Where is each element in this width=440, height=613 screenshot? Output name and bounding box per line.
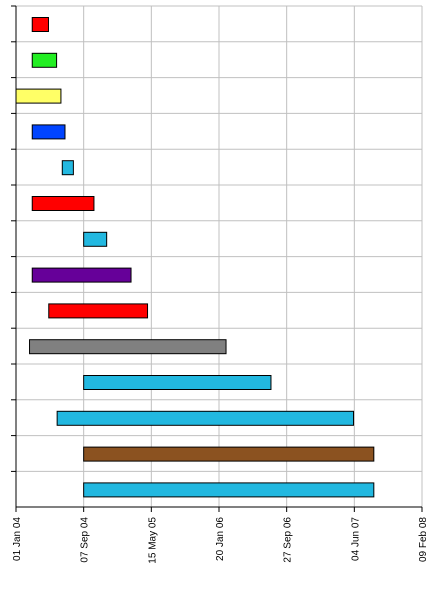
gantt-bar [31,124,66,140]
x-tick-label: 09 Feb 08 [418,517,429,562]
gantt-bar [15,88,62,104]
grid-layer [15,5,423,508]
gantt-bar [83,482,375,498]
x-tick-label: 01 Jan 04 [12,517,23,561]
bars-layer [15,17,375,498]
gantt-bar [31,52,58,68]
tick-labels: 01 Jan 04 07 Sep 04 15 May 05 20 Jan 06 27 S… [12,517,429,564]
gantt-bar [61,160,74,176]
x-tick-label: 20 Jan 06 [215,517,226,561]
gantt-bar [29,339,227,355]
x-tick-label: 27 Sep 06 [283,517,294,563]
gantt-bar [31,267,132,283]
gantt-bar [48,303,149,319]
gantt-bar [56,410,355,426]
x-tick-label: 15 May 05 [147,517,158,564]
axes-layer [11,5,423,512]
gantt-bar [31,17,49,32]
gantt-bar [31,196,95,211]
gantt-bar [83,446,375,462]
gantt-bar [83,375,272,390]
x-tick-label: 04 Jun 07 [350,517,361,561]
gantt-bar [83,231,108,247]
x-tick-label: 07 Sep 04 [80,517,91,563]
